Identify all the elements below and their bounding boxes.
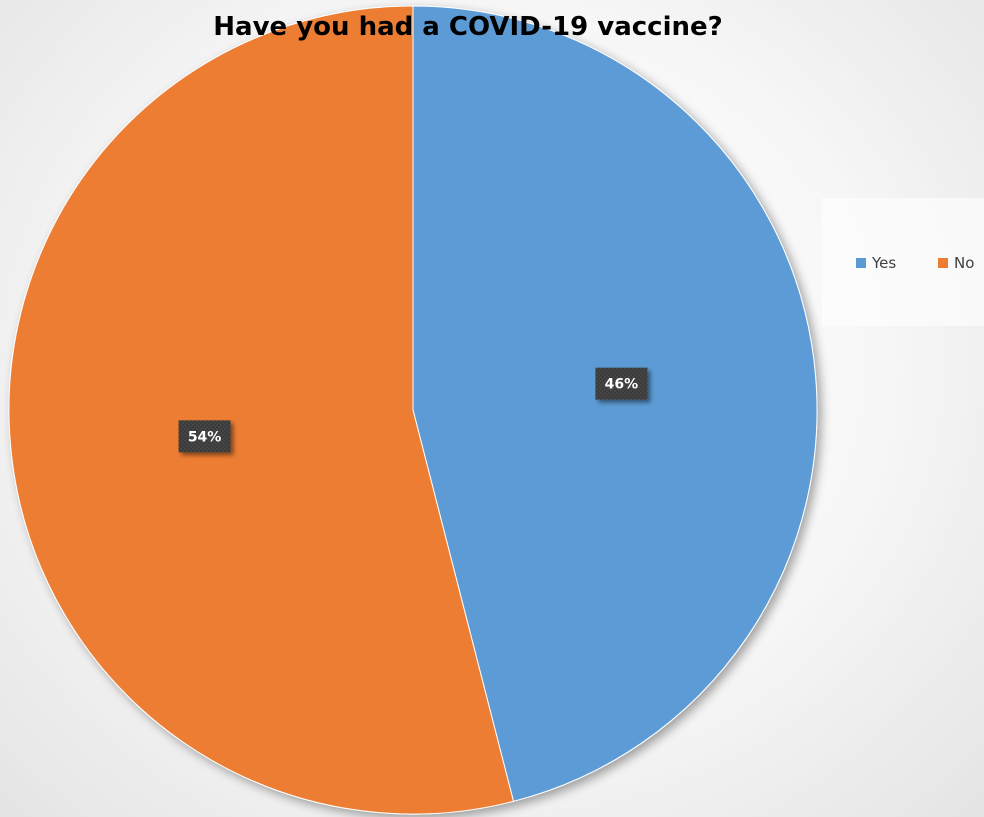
data-label-box bbox=[178, 420, 231, 453]
chart-title: Have you had a COVID-19 vaccine? bbox=[213, 12, 722, 42]
legend-swatch bbox=[938, 258, 948, 268]
data-label-text: 54% bbox=[188, 429, 222, 445]
data-label-no: 54% bbox=[178, 420, 231, 453]
legend-item-no: No bbox=[938, 254, 974, 272]
pie-slices bbox=[8, 5, 818, 815]
legend-label: Yes bbox=[871, 254, 896, 272]
legend-item-yes: Yes bbox=[856, 254, 896, 272]
legend-label: No bbox=[954, 254, 974, 272]
pie-slice-no bbox=[8, 5, 515, 815]
pie-slice-yes bbox=[412, 5, 818, 802]
legend-swatch bbox=[856, 258, 866, 268]
legend-panel bbox=[822, 198, 984, 326]
data-label-yes: 46% bbox=[595, 367, 648, 400]
data-labels: 46% 54% bbox=[178, 367, 648, 453]
data-label-box bbox=[595, 367, 648, 400]
legend: Yes No bbox=[856, 254, 974, 272]
data-label-text: 46% bbox=[605, 377, 639, 393]
